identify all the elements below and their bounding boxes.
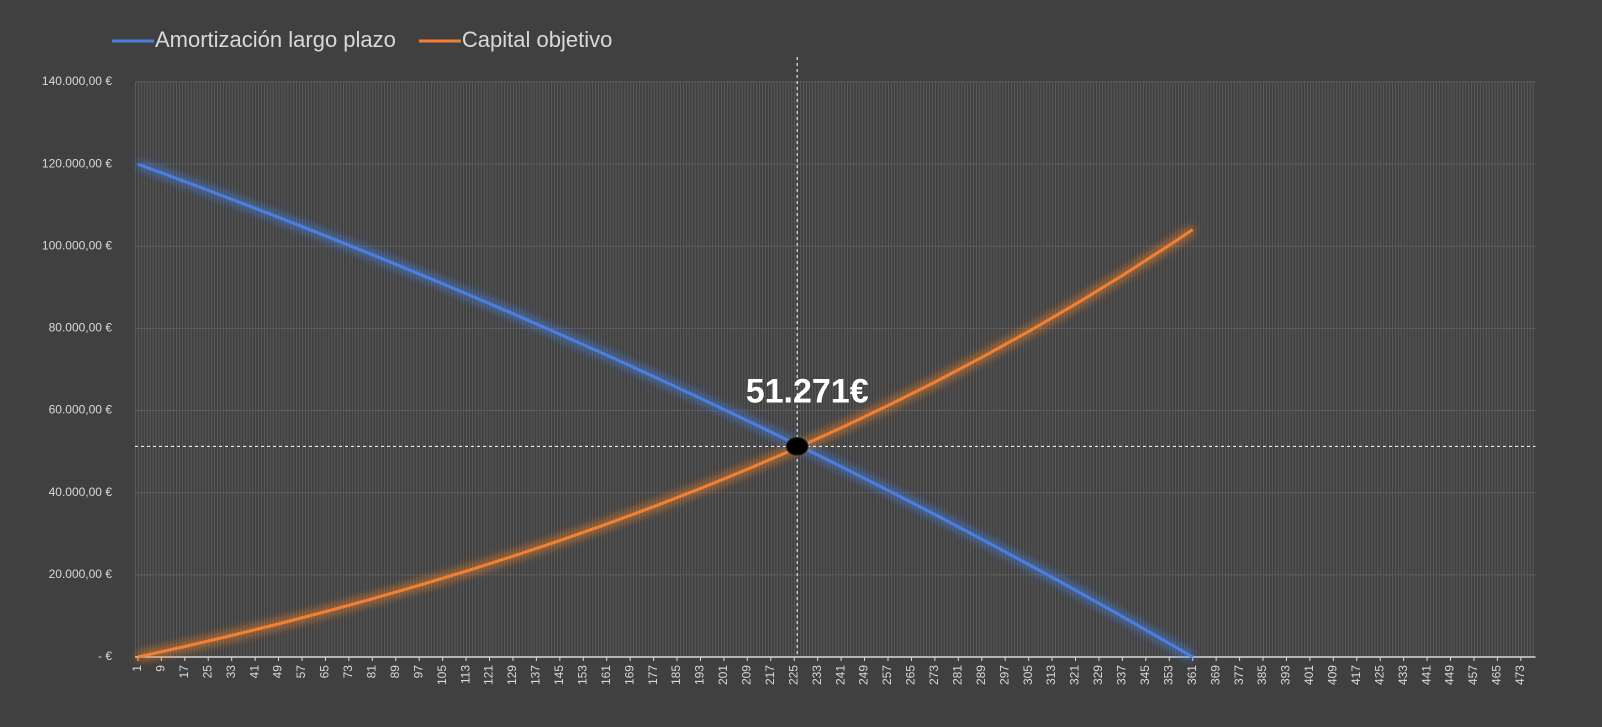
x-tick-label: 321 [1068,665,1082,685]
x-tick-label: 233 [810,665,824,685]
series-line [137,162,1194,659]
annotation-point [785,436,809,456]
x-tick-label: 129 [505,665,519,685]
y-tick-label: 60.000,00 € [49,403,113,417]
x-tick-label: 121 [482,665,496,685]
x-tick-label: 25 [200,665,214,679]
y-tick-label: 140.000,00 € [42,74,112,88]
minor-grid [135,82,1535,657]
x-tick-label: 145 [552,665,566,685]
x-tick-label: 161 [599,665,613,685]
x-tick-label: 457 [1466,665,1480,685]
x-tick-label: 377 [1232,665,1246,685]
x-tick-label: 57 [294,665,308,679]
x-tick-label: 49 [271,665,285,679]
y-tick-label: - € [98,649,112,663]
x-tick-label: 209 [740,665,754,685]
x-tick-label: 417 [1349,665,1363,685]
x-tick-label: 449 [1443,665,1457,685]
x-tick-label: 177 [646,665,660,685]
y-tick-label: 100.000,00 € [42,238,112,252]
y-tick-label: 20.000,00 € [49,567,113,581]
x-tick-label: 401 [1302,665,1316,685]
legend-label: Amortización largo plazo [155,27,396,52]
x-tick-label: 217 [763,665,777,685]
annotation-label: 51.271€ [746,372,869,410]
y-tick-label: 120.000,00 € [42,156,112,170]
x-tick-label: 225 [786,665,800,685]
x-tick-label: 361 [1185,665,1199,685]
x-tick-label: 281 [950,665,964,685]
x-tick-label: 41 [247,665,261,679]
legend-label: Capital objetivo [462,27,612,52]
x-tick-label: 113 [458,665,472,684]
x-tick-label: 393 [1279,665,1293,685]
x-tick-label: 409 [1326,665,1340,685]
x-tick-label: 89 [388,665,402,679]
x-tick-label: 17 [177,665,191,679]
y-tick-label: 40.000,00 € [49,485,113,499]
x-tick-label: 1 [130,665,144,672]
x-tick-label: 305 [1021,665,1035,685]
x-tick-label: 169 [622,665,636,685]
x-tick-label: 105 [435,665,449,685]
x-tick-label: 249 [857,665,871,685]
x-tick-label: 441 [1419,665,1433,685]
x-tick-label: 153 [575,665,589,685]
x-tick-label: 425 [1372,665,1386,685]
x-tick-label: 9 [154,665,168,672]
x-tick-label: 273 [927,665,941,685]
x-tick-label: 241 [833,665,847,685]
x-tick-label: 465 [1490,665,1504,685]
x-tick-label: 473 [1513,665,1527,685]
x-tick-label: 297 [997,665,1011,685]
x-tick-label: 345 [1138,665,1152,685]
x-tick-label: 81 [364,665,378,679]
x-tick-label: 257 [880,665,894,685]
x-tick-label: 433 [1396,665,1410,685]
x-tick-label: 369 [1208,665,1222,685]
y-tick-label: 80.000,00 € [49,321,113,335]
x-tick-label: 289 [974,665,988,685]
series-line [137,228,1194,659]
x-tick-label: 385 [1255,665,1269,685]
x-tick-label: 73 [341,665,355,679]
x-tick-label: 201 [716,665,730,685]
x-tick-label: 329 [1091,665,1105,685]
x-tick-label: 353 [1161,665,1175,685]
x-tick-label: 265 [904,665,918,685]
x-tick-label: 313 [1044,665,1058,685]
x-tick-label: 137 [529,665,543,685]
x-tick-label: 97 [411,665,425,679]
x-tick-label: 65 [318,665,332,679]
x-tick-label: 193 [693,665,707,685]
x-tick-label: 33 [224,665,238,679]
x-tick-label: 185 [669,665,683,685]
x-tick-label: 337 [1115,665,1129,685]
